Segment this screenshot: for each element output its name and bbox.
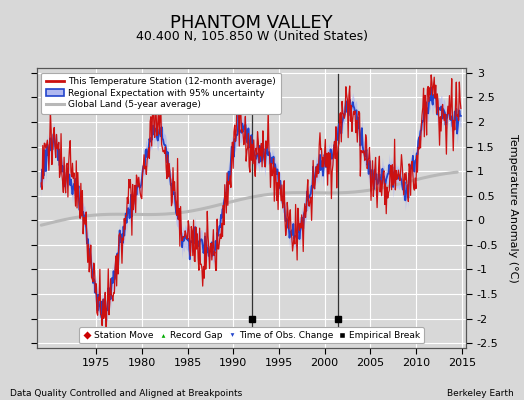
Legend: Station Move, Record Gap, Time of Obs. Change, Empirical Break: Station Move, Record Gap, Time of Obs. C…	[79, 327, 424, 344]
Text: PHANTOM VALLEY: PHANTOM VALLEY	[170, 14, 333, 32]
Y-axis label: Temperature Anomaly (°C): Temperature Anomaly (°C)	[508, 134, 518, 282]
Text: Data Quality Controlled and Aligned at Breakpoints: Data Quality Controlled and Aligned at B…	[10, 389, 243, 398]
Text: 40.400 N, 105.850 W (United States): 40.400 N, 105.850 W (United States)	[136, 30, 367, 43]
Text: Berkeley Earth: Berkeley Earth	[447, 389, 514, 398]
